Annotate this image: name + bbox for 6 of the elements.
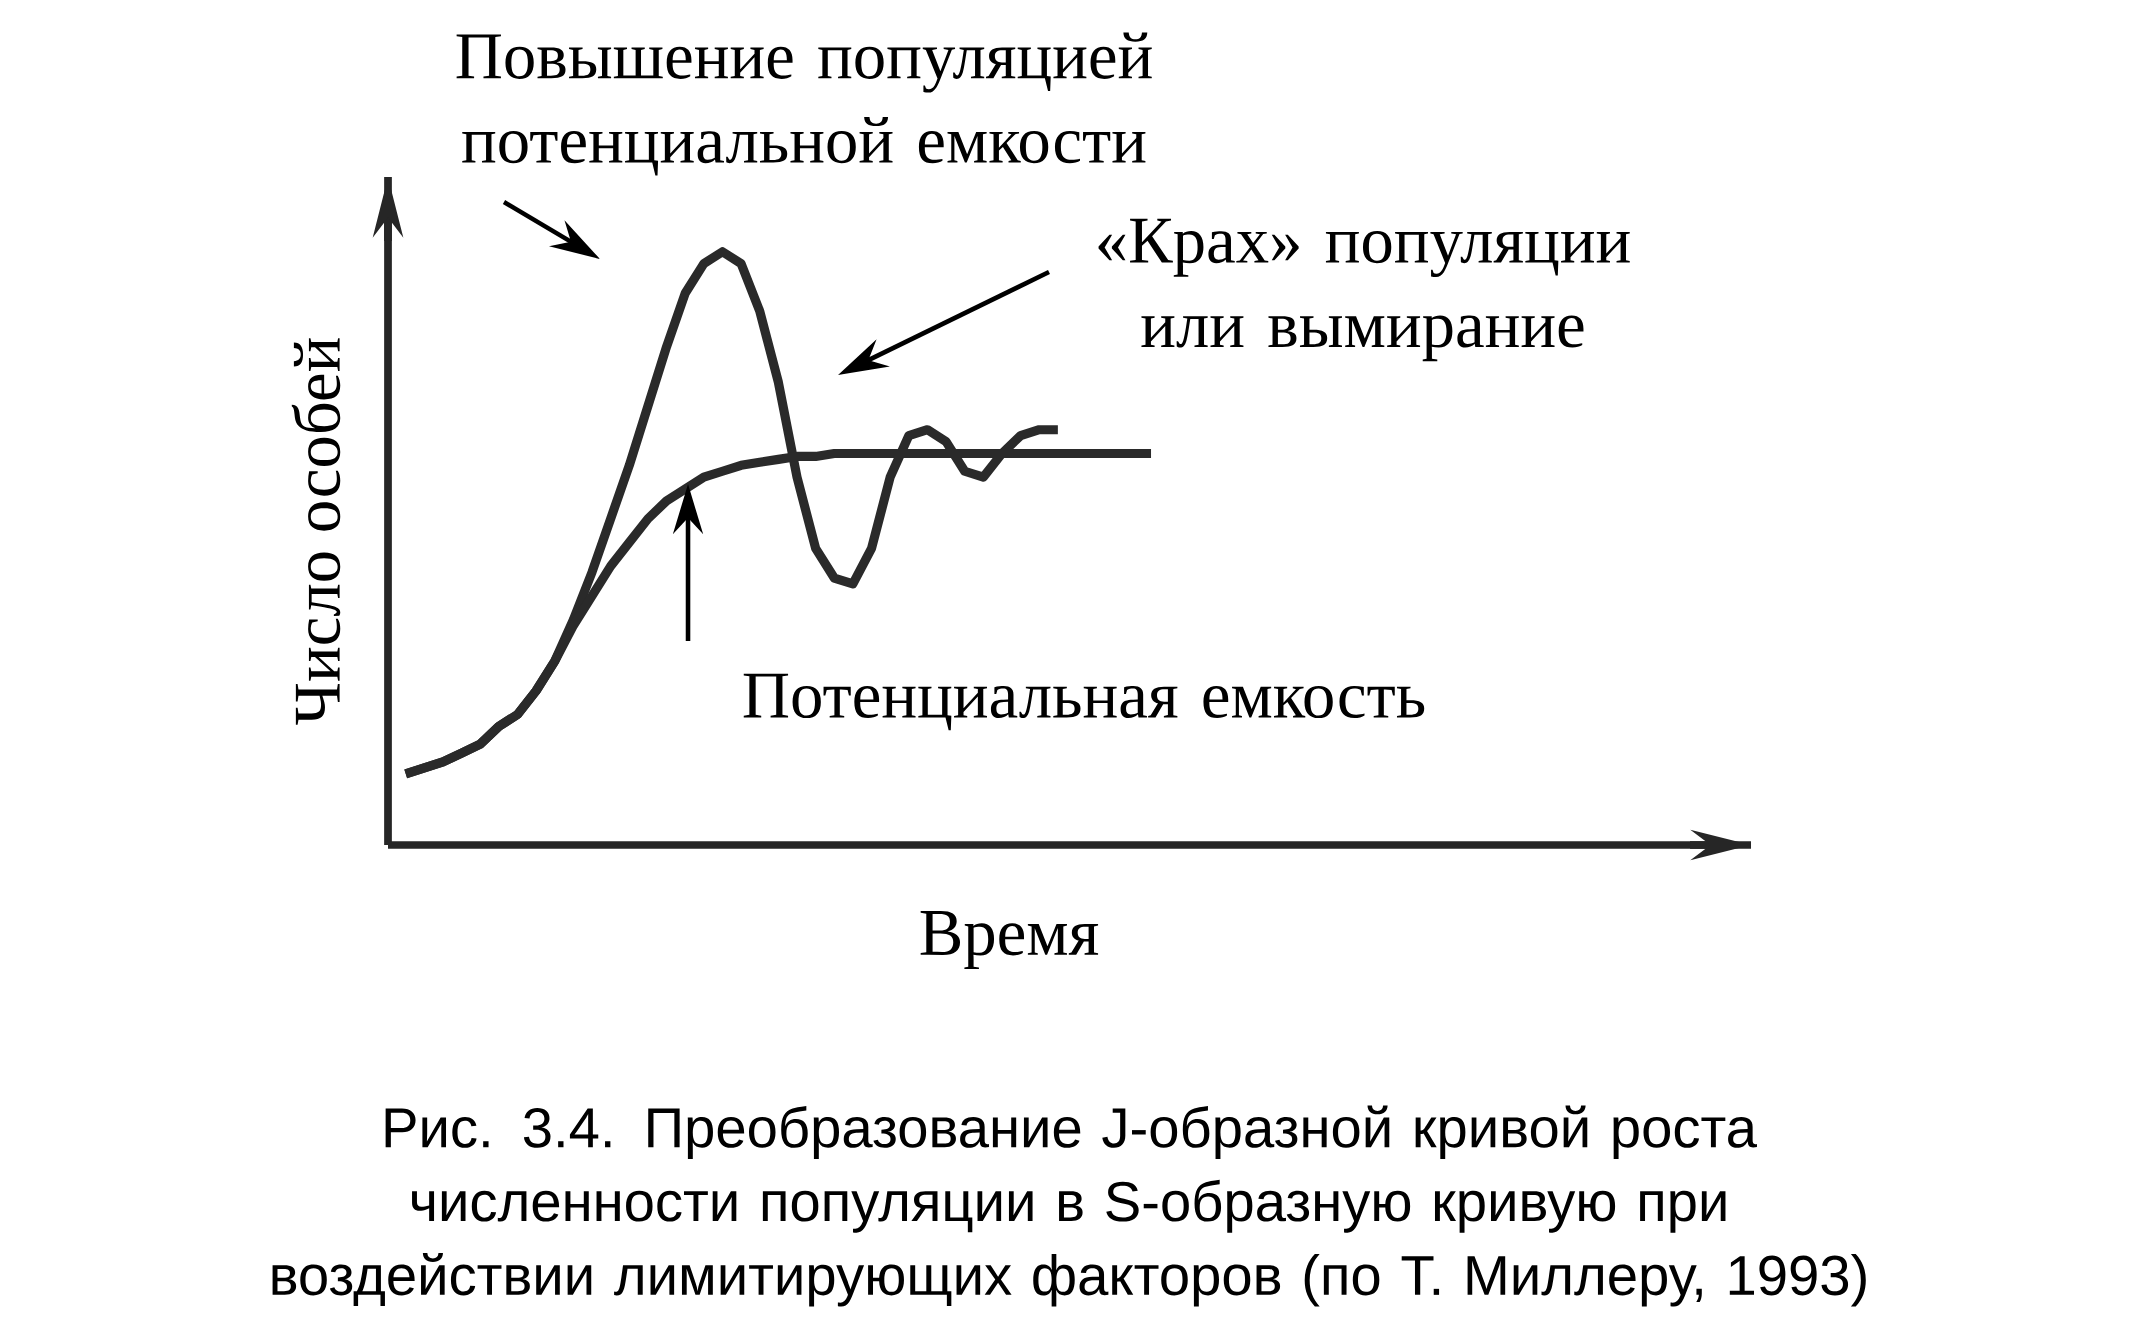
annotation: Потенциальная емкость [743, 673, 1425, 731]
text: Повышение популяцией потенциальной емкости [456, 32, 1152, 176]
text: Рис. 3.4. Преобразование J-образной кривой роста численности популяции в S-образную кривую при воздействии лимитирующих факторов (по Т. Миллеру, 1993) [272, 1105, 1866, 1307]
x-axis-title: Время [920, 911, 1099, 969]
y-axis-title: Число особей [291, 338, 341, 725]
annotation: «Крах» популяции или вымирание [1098, 218, 1630, 362]
